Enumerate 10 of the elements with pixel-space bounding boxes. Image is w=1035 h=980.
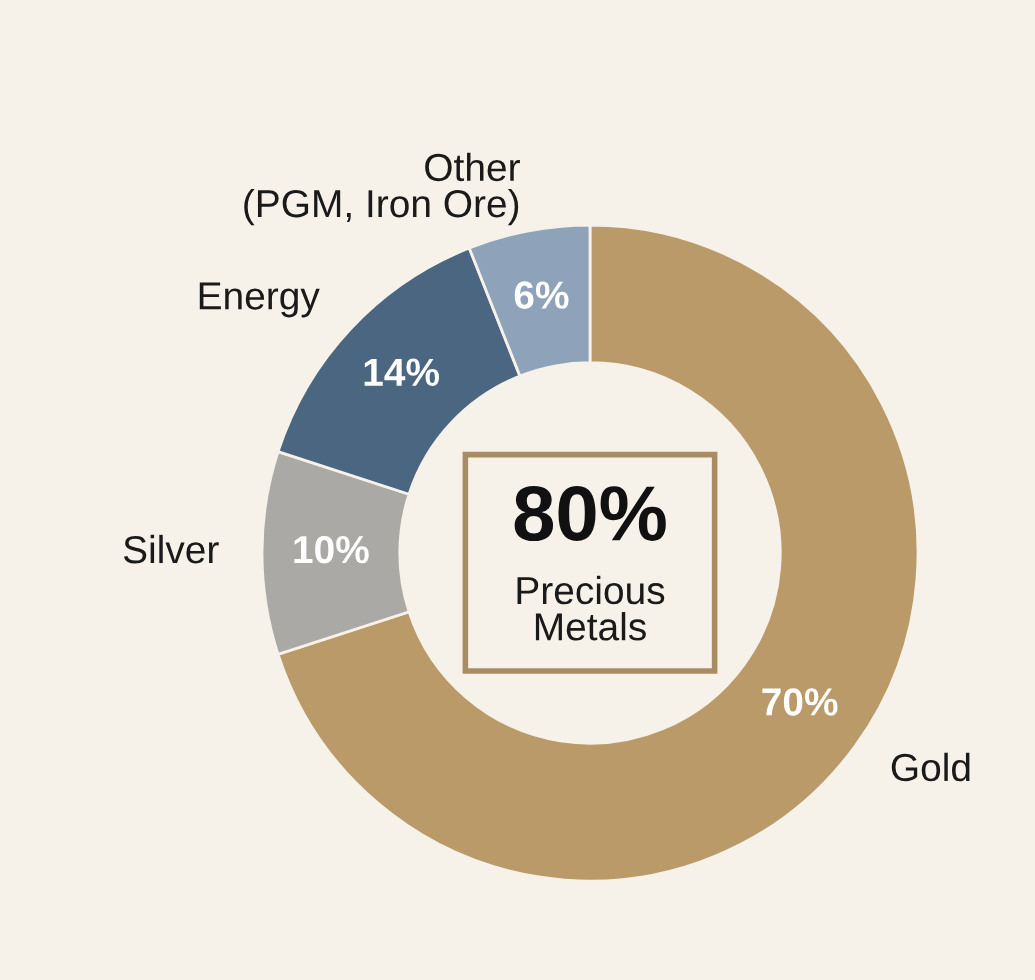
slice-label: Gold xyxy=(891,752,970,782)
text: 80% xyxy=(514,486,666,542)
data-label: 70% xyxy=(762,688,838,716)
data-label: 14% xyxy=(364,358,439,386)
slice-label: Other (PGM, Iron Ore) xyxy=(244,152,520,226)
slice-label: Energy xyxy=(199,282,320,318)
data-label: 6% xyxy=(514,281,569,309)
slice-label: Silver xyxy=(123,534,219,564)
text: Precious Metals xyxy=(517,575,665,641)
data-label: 10% xyxy=(294,535,369,564)
